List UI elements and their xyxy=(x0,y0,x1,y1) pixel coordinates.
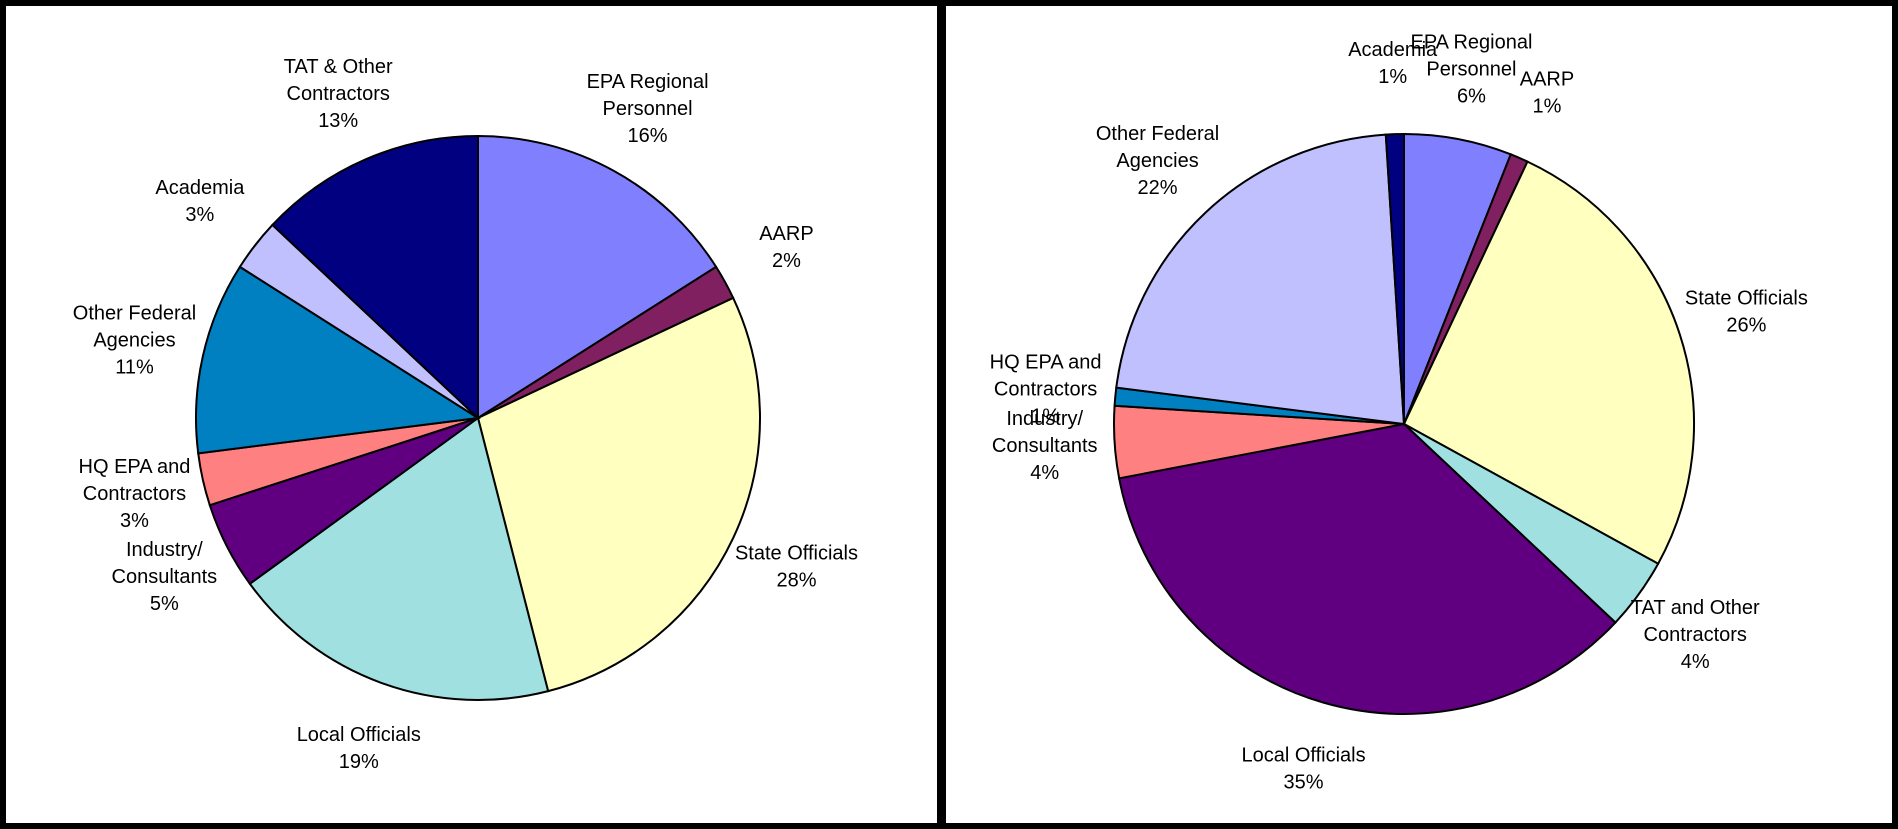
slice-label: TAT & Other xyxy=(284,56,393,78)
slice-label: Academia xyxy=(1348,39,1438,61)
slice-value-label: 35% xyxy=(1284,771,1324,793)
slice-label: Contractors xyxy=(994,378,1097,400)
pie-slice xyxy=(195,265,481,455)
slice-label: TAT and Other xyxy=(1631,597,1760,619)
slice-value-label: 28% xyxy=(776,570,816,592)
slice-value-label: 1% xyxy=(1031,405,1060,427)
slice-label: Academia xyxy=(155,177,245,199)
pie-slice xyxy=(477,134,718,420)
slice-label: Consultants xyxy=(992,435,1098,457)
slice-value-label: 11% xyxy=(115,356,154,378)
slice-value-label: 19% xyxy=(339,751,379,773)
slice-label: EPA Regional xyxy=(1410,32,1532,54)
slice-value-label: 6% xyxy=(1457,86,1486,108)
slice-value-label: 1% xyxy=(1378,66,1407,88)
slice-label: Contractors xyxy=(287,83,390,105)
slice-label: State Officials xyxy=(735,543,858,565)
slice-label: AARP xyxy=(1520,68,1574,90)
slice-label: Personnel xyxy=(1426,59,1516,81)
slice-value-label: 26% xyxy=(1726,315,1766,337)
slice-label: Consultants xyxy=(112,566,218,588)
slice-label: Industry/ xyxy=(1006,408,1083,430)
slice-value-label: 16% xyxy=(628,125,668,147)
slice-label: Contractors xyxy=(1644,624,1747,646)
slice-label: AARP xyxy=(759,223,813,245)
slice-label: Industry/ xyxy=(126,539,203,561)
slice-label: Contractors xyxy=(83,483,186,505)
slice-label: Local Officials xyxy=(1241,744,1365,766)
slice-value-label: 4% xyxy=(1681,651,1710,673)
slice-label: Other Federal xyxy=(73,302,196,324)
pie-slice xyxy=(476,296,761,693)
slice-label: Other Federal xyxy=(1096,123,1219,145)
slice-label: Agencies xyxy=(93,329,175,351)
slice-label: HQ EPA and xyxy=(990,351,1102,373)
slice-label: Personnel xyxy=(603,98,693,120)
slice-value-label: 22% xyxy=(1138,177,1178,199)
slice-value-label: 4% xyxy=(1030,462,1059,484)
slice-value-label: 13% xyxy=(318,110,358,132)
pie-slice xyxy=(1384,132,1405,425)
slice-value-label: 3% xyxy=(185,204,214,226)
pie-slice xyxy=(248,416,550,701)
pie-slice xyxy=(1117,422,1617,715)
slice-label: HQ EPA and xyxy=(79,456,191,478)
slice-label: Local Officials xyxy=(297,724,421,746)
slice-label: Agencies xyxy=(1116,150,1198,172)
pie-slice xyxy=(271,134,479,421)
slice-label: EPA Regional xyxy=(587,71,709,93)
pie-slice xyxy=(1115,133,1406,426)
slice-label: State Officials xyxy=(1685,288,1808,310)
slice-value-label: 2% xyxy=(772,250,801,272)
slice-value-label: 1% xyxy=(1533,95,1562,117)
slice-value-label: 5% xyxy=(150,593,179,615)
slice-value-label: 3% xyxy=(120,510,149,532)
